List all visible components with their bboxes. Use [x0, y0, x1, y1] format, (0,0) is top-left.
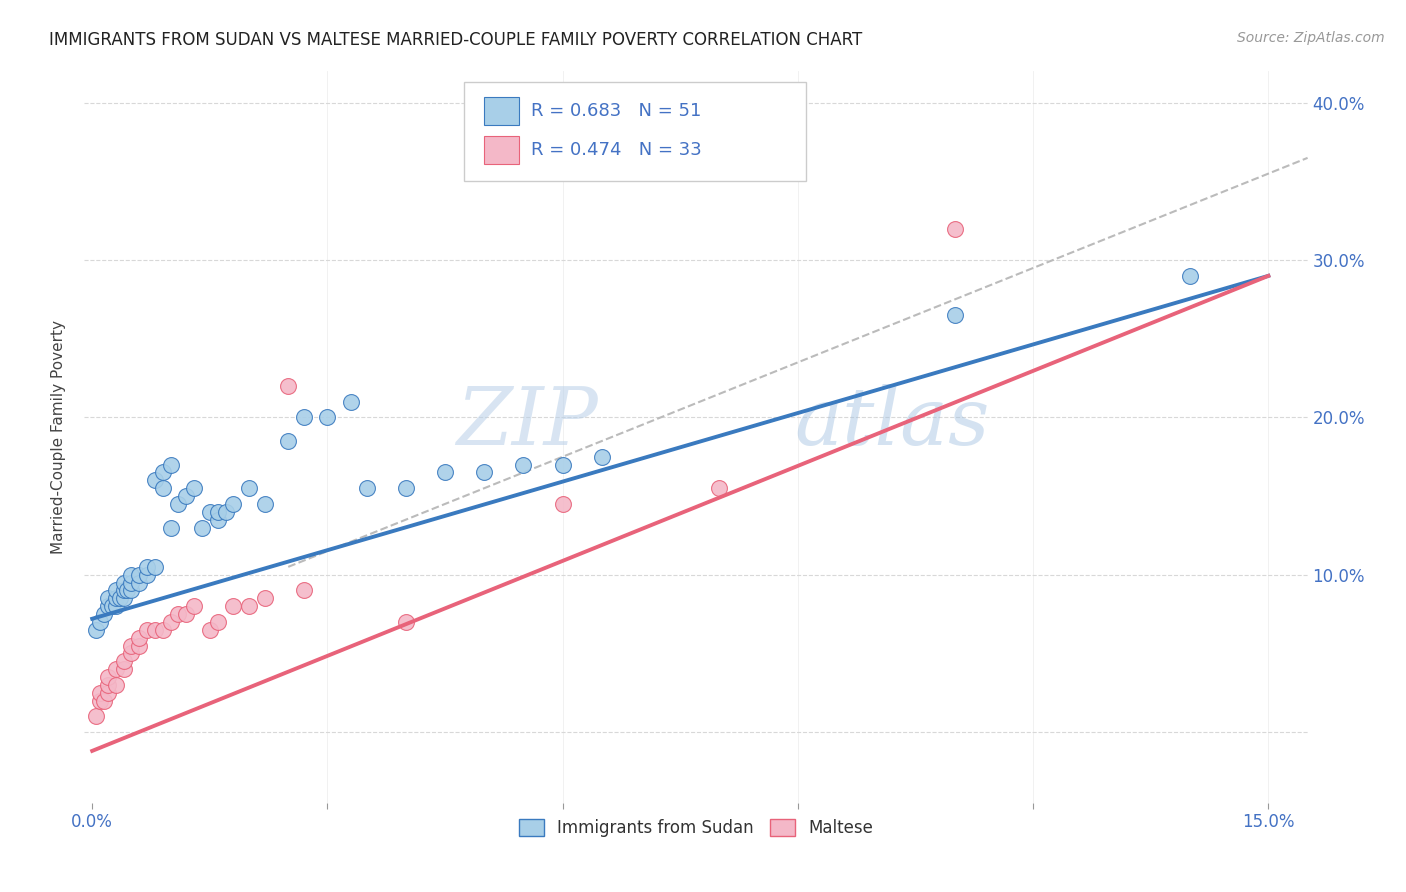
Point: [214, 505, 236, 519]
Point: [167, 607, 190, 621]
Point: [551, 497, 574, 511]
Point: [97, 678, 120, 692]
Point: [292, 583, 315, 598]
Point: [591, 450, 613, 464]
Point: [120, 646, 142, 660]
Point: [152, 466, 174, 480]
Point: [159, 458, 181, 472]
Point: [1178, 268, 1201, 283]
Point: [238, 481, 260, 495]
Point: [104, 583, 127, 598]
Point: [112, 575, 135, 590]
Point: [183, 599, 205, 614]
Point: [143, 473, 166, 487]
Bar: [484, 97, 519, 125]
Point: [709, 481, 731, 495]
Point: [277, 379, 299, 393]
Point: [104, 662, 127, 676]
Point: [136, 623, 159, 637]
Point: [277, 434, 299, 448]
Point: [104, 599, 127, 614]
Point: [120, 583, 142, 598]
Point: [174, 607, 197, 621]
Point: [84, 709, 107, 723]
Point: [943, 308, 966, 322]
Point: [512, 458, 534, 472]
Point: [316, 410, 339, 425]
Point: [89, 693, 111, 707]
Point: [117, 583, 139, 598]
Point: [395, 481, 418, 495]
Point: [143, 623, 166, 637]
Point: [395, 615, 418, 629]
Point: [207, 615, 229, 629]
Text: IMMIGRANTS FROM SUDAN VS MALTESE MARRIED-COUPLE FAMILY POVERTY CORRELATION CHART: IMMIGRANTS FROM SUDAN VS MALTESE MARRIED…: [49, 31, 862, 49]
Point: [128, 575, 150, 590]
Point: [472, 466, 495, 480]
Point: [198, 505, 221, 519]
Text: R = 0.683   N = 51: R = 0.683 N = 51: [531, 102, 702, 120]
Point: [159, 520, 181, 534]
Point: [89, 615, 111, 629]
Point: [143, 559, 166, 574]
Point: [238, 599, 260, 614]
Point: [93, 607, 115, 621]
Point: [159, 615, 181, 629]
Point: [356, 481, 378, 495]
Text: Source: ZipAtlas.com: Source: ZipAtlas.com: [1237, 31, 1385, 45]
Point: [167, 497, 190, 511]
Point: [120, 567, 142, 582]
Point: [101, 599, 124, 614]
Point: [84, 623, 107, 637]
Point: [112, 583, 135, 598]
Point: [128, 631, 150, 645]
Point: [943, 221, 966, 235]
Point: [222, 497, 245, 511]
Point: [152, 481, 174, 495]
Point: [207, 505, 229, 519]
Point: [551, 458, 574, 472]
Point: [104, 591, 127, 606]
Point: [222, 599, 245, 614]
Point: [191, 520, 214, 534]
Point: [434, 466, 457, 480]
Point: [112, 654, 135, 668]
Point: [89, 686, 111, 700]
Legend: Immigrants from Sudan, Maltese: Immigrants from Sudan, Maltese: [510, 811, 882, 846]
Point: [292, 410, 315, 425]
Point: [104, 678, 127, 692]
Point: [253, 497, 276, 511]
Point: [108, 591, 131, 606]
Point: [136, 567, 159, 582]
Point: [120, 575, 142, 590]
Point: [97, 670, 120, 684]
Point: [128, 567, 150, 582]
Point: [97, 599, 120, 614]
FancyBboxPatch shape: [464, 82, 806, 181]
Point: [112, 591, 135, 606]
Text: R = 0.474   N = 33: R = 0.474 N = 33: [531, 141, 702, 160]
Point: [112, 662, 135, 676]
Point: [183, 481, 205, 495]
Point: [97, 686, 120, 700]
Point: [120, 639, 142, 653]
Y-axis label: Married-Couple Family Poverty: Married-Couple Family Poverty: [51, 320, 66, 554]
Point: [97, 591, 120, 606]
Point: [136, 559, 159, 574]
Point: [152, 623, 174, 637]
Point: [198, 623, 221, 637]
Text: ZIP: ZIP: [457, 384, 598, 461]
Point: [340, 394, 363, 409]
Bar: [484, 136, 519, 164]
Point: [207, 513, 229, 527]
Point: [253, 591, 276, 606]
Point: [93, 693, 115, 707]
Text: atlas: atlas: [794, 384, 990, 461]
Point: [128, 639, 150, 653]
Point: [174, 489, 197, 503]
